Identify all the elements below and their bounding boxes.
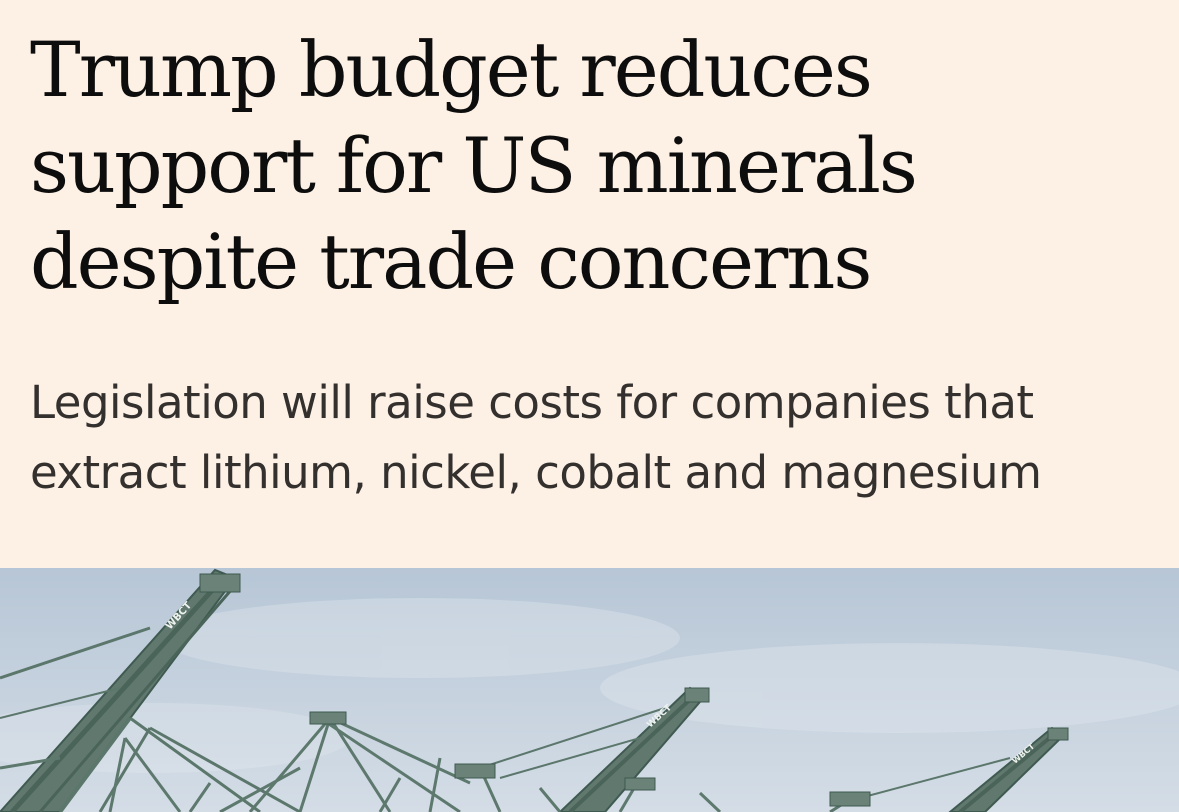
hero-image: WBCT WBCT: [0, 568, 1179, 812]
hero-photo: WBCT WBCT: [0, 568, 1179, 812]
clouds: [0, 598, 1179, 773]
standfirst: Legislation will raise costs for compani…: [30, 376, 1042, 499]
headline: Trump budget reduces support for US mine…: [30, 25, 918, 306]
crane-middle: [479, 686, 710, 812]
article-header: Trump budget reduces support for US mine…: [30, 25, 1042, 499]
crane-right: [829, 726, 1069, 812]
crane-left: [0, 568, 301, 812]
crane-supports: [0, 737, 722, 812]
crane-center: [219, 711, 656, 812]
